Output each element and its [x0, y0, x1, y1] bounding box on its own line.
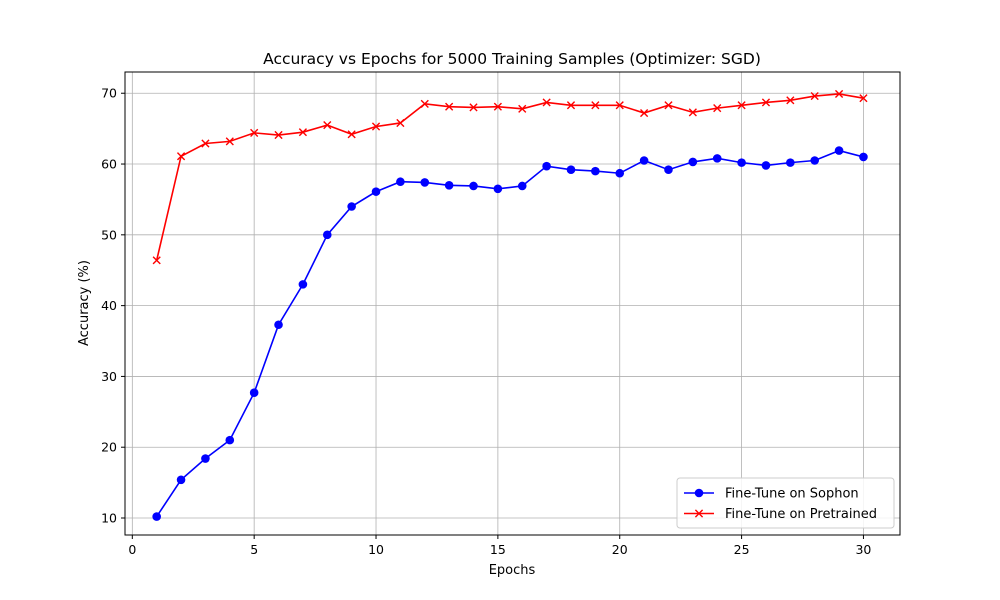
data-point	[347, 202, 356, 211]
data-point	[445, 102, 454, 111]
data-point	[201, 139, 210, 148]
grid-lines	[125, 72, 900, 535]
data-point	[639, 156, 649, 165]
data-point	[591, 166, 600, 176]
data-point	[566, 165, 576, 174]
y-tick-label: 10	[101, 511, 117, 526]
data-point	[371, 187, 381, 196]
data-point	[713, 104, 722, 113]
data-point	[371, 122, 381, 131]
data-point	[591, 101, 600, 110]
x-axis-label: Epochs	[489, 563, 536, 578]
data-point	[786, 158, 795, 167]
legend-entry: Fine-Tune on Sophon	[684, 487, 859, 502]
chart-title: Accuracy vs Epochs for 5000 Training Sam…	[263, 50, 761, 68]
data-point	[834, 89, 844, 99]
data-point	[274, 320, 283, 330]
data-point	[469, 103, 478, 112]
data-point	[396, 177, 405, 187]
data-point	[517, 181, 527, 191]
data-point	[420, 99, 429, 108]
data-point	[712, 154, 722, 163]
data-point	[518, 104, 527, 113]
data-point	[761, 161, 771, 170]
data-point	[396, 118, 405, 128]
data-point	[810, 156, 820, 165]
data-point	[834, 146, 844, 155]
data-point	[201, 454, 210, 463]
y-tick-label: 60	[101, 157, 117, 172]
x-axis-ticks: 0 5 10 15 20 25 30	[128, 535, 871, 557]
data-point	[152, 256, 161, 265]
y-tick-label: 50	[101, 227, 117, 242]
data-point	[469, 181, 478, 191]
data-point	[664, 101, 673, 110]
legend-marker	[694, 509, 704, 518]
data-point	[640, 108, 649, 118]
data-point	[298, 128, 308, 137]
data-point	[688, 157, 698, 167]
x-tick-label: 15	[490, 542, 506, 557]
data-point	[323, 121, 332, 130]
series-line	[155, 93, 864, 261]
series-group	[152, 89, 868, 521]
x-tick-label: 5	[250, 542, 258, 557]
data-point	[420, 178, 430, 187]
data-point	[859, 152, 868, 162]
data-point	[176, 152, 186, 161]
x-tick-label: 30	[855, 542, 871, 557]
data-point	[152, 512, 161, 521]
legend-label: Fine-Tune on Pretrained	[725, 507, 877, 522]
data-point	[493, 184, 503, 194]
data-point	[810, 91, 819, 101]
data-point	[566, 101, 576, 110]
y-tick-label: 70	[101, 86, 117, 101]
data-point	[786, 96, 795, 105]
series-pretrained	[152, 89, 868, 265]
data-point	[225, 435, 235, 445]
series-sophon	[152, 146, 868, 521]
data-point	[664, 165, 673, 174]
plot-area-frame	[124, 71, 901, 536]
data-point	[347, 130, 356, 139]
legend-label: Fine-Tune on Sophon	[725, 487, 859, 502]
y-tick-label: 30	[101, 369, 117, 384]
x-tick-label: 0	[128, 542, 136, 557]
data-point	[444, 180, 454, 190]
x-tick-label: 25	[734, 542, 750, 557]
data-point	[615, 101, 624, 110]
data-point	[493, 102, 502, 111]
data-point	[249, 388, 259, 398]
y-tick-label: 20	[101, 440, 117, 455]
legend-marker	[694, 488, 704, 498]
y-axis-ticks: 10 20 30 40 50 60 70	[101, 86, 125, 526]
data-point	[688, 108, 697, 117]
data-point	[615, 168, 625, 178]
x-tick-label: 20	[612, 542, 628, 557]
y-axis-label: Accuracy (%)	[77, 260, 92, 346]
data-point	[274, 130, 283, 140]
data-point	[737, 101, 746, 110]
data-point	[737, 158, 746, 167]
y-tick-label: 40	[101, 298, 117, 313]
legend: Fine-Tune on Sophon Fine-Tune on Pretrain…	[676, 477, 895, 529]
data-point	[225, 137, 234, 146]
series-line	[156, 149, 864, 518]
data-point	[859, 94, 868, 103]
legend-entries: Fine-Tune on Sophon Fine-Tune on Pretrain…	[684, 487, 877, 522]
data-point	[542, 161, 551, 171]
data-point	[250, 128, 259, 137]
data-point	[176, 475, 186, 485]
legend-entry: Fine-Tune on Pretrained	[684, 507, 877, 522]
data-point	[761, 98, 771, 107]
data-point	[298, 280, 308, 289]
data-point	[542, 98, 551, 107]
data-point	[322, 230, 332, 240]
legend-box	[676, 477, 895, 529]
x-tick-label: 10	[368, 542, 384, 557]
